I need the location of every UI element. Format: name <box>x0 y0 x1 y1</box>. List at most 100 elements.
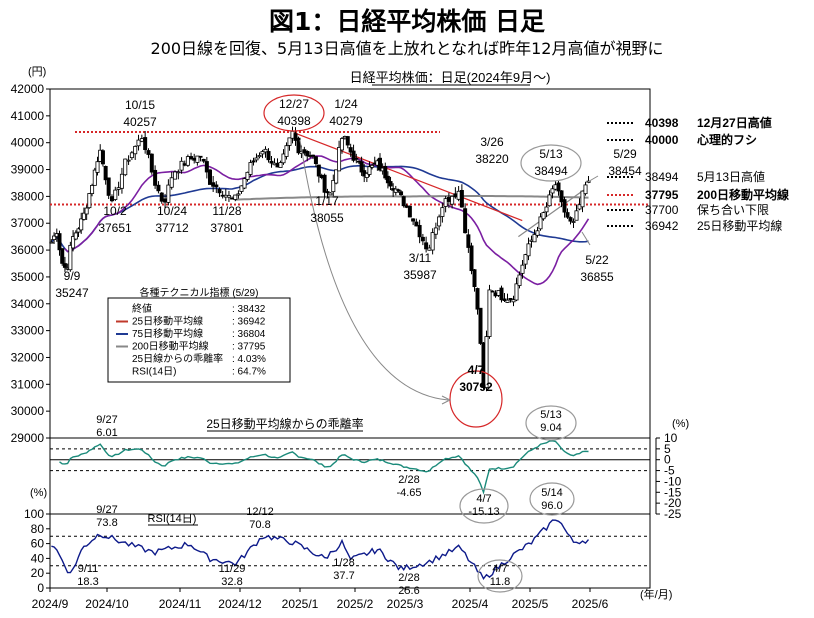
y-tick-label: 60 <box>31 537 45 551</box>
keypoint-date: 5/22 <box>585 253 609 267</box>
candle-body <box>334 169 339 184</box>
candle-body <box>550 188 555 194</box>
candle-body <box>103 165 108 181</box>
keypoint-value: 38220 <box>475 152 509 166</box>
rsi-annotation-date: 11/29 <box>219 563 246 575</box>
rsi-annotation-date: 9/11 <box>78 563 99 575</box>
price-chart-title: 日経平均株価：日足(2024年9月～) <box>350 70 551 85</box>
candle-body <box>139 138 144 142</box>
trend-line <box>518 187 587 238</box>
candle-body <box>472 269 477 288</box>
candle-body <box>466 234 471 248</box>
legend-row-value: : 36804 <box>232 329 266 340</box>
y-tick-label: 31000 <box>11 377 45 391</box>
keypoint-value: 36855 <box>580 270 614 284</box>
candle-body <box>100 150 105 165</box>
candle-body <box>535 230 540 236</box>
level-value: 40000 <box>645 133 679 147</box>
candle-body <box>433 227 438 235</box>
keypoint-date: 1/17 <box>315 194 339 208</box>
x-tick-label: 2024/11 <box>159 597 202 611</box>
keypoint-date: 5/13 <box>539 147 563 161</box>
x-tick-label: 2025/6 <box>572 597 609 611</box>
rsi-annotation-value: 70.8 <box>249 519 270 531</box>
ma75-line <box>50 164 589 253</box>
keypoint-date: 10/24 <box>157 204 187 218</box>
y-tick-label: 29000 <box>11 431 45 445</box>
candle-body <box>502 298 507 301</box>
candle-body <box>367 166 372 175</box>
y-tick-label: -5 <box>664 464 675 478</box>
candle-body <box>68 244 73 271</box>
keypoint-value: 37801 <box>210 221 244 235</box>
trend-line <box>292 131 523 222</box>
level-label: 心理的フシ <box>697 132 757 147</box>
keypoint-value: 38055 <box>310 211 344 225</box>
candle-body <box>538 216 543 230</box>
rsi-annotation-value: 18.3 <box>77 576 98 588</box>
candle-body <box>143 137 148 151</box>
x-tick-label: 2025/1 <box>282 597 319 611</box>
highlight-circle <box>525 405 577 441</box>
highlight-circle <box>477 559 523 593</box>
candle-body <box>260 151 265 155</box>
candle-body <box>163 198 168 203</box>
keypoint-date: 5/29 <box>613 147 637 161</box>
candle-body <box>242 178 247 189</box>
y-tick-label: 10 <box>664 431 678 445</box>
candle-body <box>245 171 250 180</box>
x-tick-label: 2024/9 <box>32 597 69 611</box>
candle-body <box>106 177 111 196</box>
candle-body <box>354 157 359 160</box>
keypoint-value: 35247 <box>55 286 89 300</box>
candle-body <box>325 191 330 194</box>
candle-body <box>287 137 292 146</box>
rsi-annotation-date: 5/14 <box>541 487 562 499</box>
level-value: 37795 <box>645 188 679 202</box>
candle-body <box>417 225 422 238</box>
candle-body <box>269 160 274 164</box>
rsi-annotation-date: 2/28 <box>398 572 419 584</box>
candle-body <box>396 189 401 192</box>
candle-body <box>469 245 474 272</box>
candle-body <box>214 184 219 188</box>
dev-annotation-date: 5/13 <box>540 409 561 421</box>
candle-body <box>377 157 382 171</box>
level-label: 保ち合い下限 <box>697 202 769 217</box>
highlight-circle <box>529 482 575 516</box>
candle-body <box>62 263 67 268</box>
x-tick-label: 2024/12 <box>218 597 262 611</box>
figure-subtitle: 200日線を回復、5月13日高値を上放れとなれば昨年12月高値が視野に <box>150 39 664 58</box>
candle-body <box>571 221 576 223</box>
y-tick-label: -20 <box>664 496 682 510</box>
candle-body <box>420 236 425 242</box>
candle-body <box>583 184 588 195</box>
legend-row-label: 25日線からの乖離率 <box>132 352 223 365</box>
y-axis-unit: (%) <box>30 487 47 499</box>
keypoint-value: 40398 <box>277 114 311 128</box>
candle-body <box>313 156 318 165</box>
keypoint-date: 10/2 <box>103 204 127 218</box>
y-tick-label: -15 <box>664 485 682 499</box>
candle-body <box>176 171 181 174</box>
legend-title: 各種テクニカル指標 (5/29) <box>140 286 259 299</box>
x-axis-unit: (年/月) <box>640 587 672 601</box>
candle-body <box>574 210 579 221</box>
rsi-annotation-value: 32.8 <box>221 576 242 588</box>
candle-body <box>348 147 353 153</box>
keypoint-date: 4/7 <box>468 363 485 377</box>
y-tick-label: -25 <box>664 507 682 521</box>
level-label: 25日移動平均線 <box>697 218 782 233</box>
candle-body <box>526 243 531 257</box>
candle-body <box>60 248 65 264</box>
candle-body <box>113 189 118 200</box>
y-tick-label: 38000 <box>11 189 45 203</box>
candle-body <box>156 184 161 192</box>
candle-body <box>220 194 225 197</box>
x-tick-label: 2025/4 <box>452 597 489 611</box>
x-tick-label: 2025/3 <box>387 597 424 611</box>
candle-body <box>459 190 464 208</box>
highlight-circle <box>520 144 582 182</box>
